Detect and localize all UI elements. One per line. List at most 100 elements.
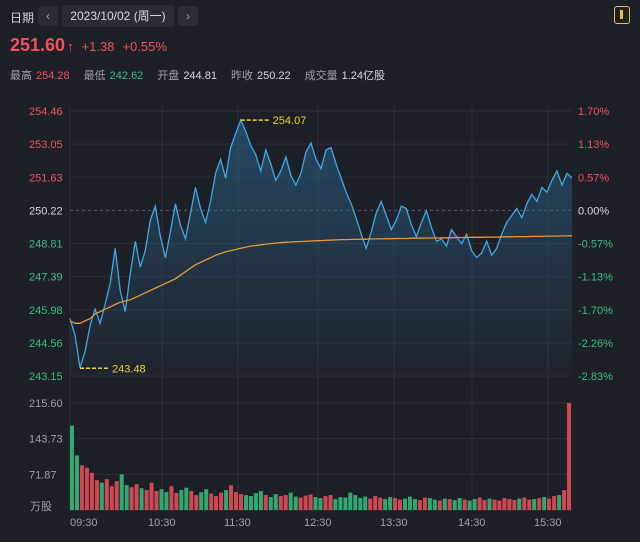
volume-bar-65 xyxy=(393,498,398,510)
x-tick-2: 11:30 xyxy=(224,517,251,529)
stat-low: 最低 242.62 xyxy=(83,70,144,82)
volume-bar-85 xyxy=(492,499,497,510)
volume-bar-74 xyxy=(437,500,442,510)
vol-tick-1: 143.73 xyxy=(29,434,63,446)
stat-high: 最高 254.28 xyxy=(10,70,70,82)
volume-bar-37 xyxy=(253,493,258,510)
low-marker-label: 243.48 xyxy=(112,363,146,375)
volume-bar-97 xyxy=(552,496,557,510)
vol-tick-0: 215.60 xyxy=(29,398,63,410)
volume-bar-51 xyxy=(323,496,328,510)
volume-bar-84 xyxy=(487,498,492,510)
x-tick-4: 13:30 xyxy=(380,517,408,529)
volume-bar-86 xyxy=(497,500,502,510)
volume-bar-6 xyxy=(99,482,104,510)
volume-bar-55 xyxy=(343,497,348,510)
y-left-tick-8: 243.15 xyxy=(29,371,63,383)
stat-prev-close: 昨收 250.22 xyxy=(230,70,291,82)
volume-bar-92 xyxy=(527,499,532,510)
y-left-tick-5: 247.39 xyxy=(29,272,63,284)
volume-bar-35 xyxy=(244,495,248,510)
top-bar: 日期 ‹ 2023/10/02 (周一) › xyxy=(0,0,640,32)
y-right-tick-1: 1.13% xyxy=(578,139,609,151)
volume-bar-13 xyxy=(134,484,139,510)
y-left-tick-0: 254.46 xyxy=(29,106,63,118)
volume-bar-100 xyxy=(567,403,571,510)
volume-bar-17 xyxy=(154,491,159,510)
volume-bar-73 xyxy=(432,499,437,510)
volume-bar-80 xyxy=(467,500,472,510)
volume-bar-59 xyxy=(363,496,368,510)
volume-bar-61 xyxy=(373,496,378,510)
y-right-tick-5: -1.13% xyxy=(578,272,613,284)
volume-bar-3 xyxy=(84,467,89,510)
volume-bar-5 xyxy=(94,480,99,510)
volume-bar-46 xyxy=(298,497,303,510)
volume-bar-79 xyxy=(462,499,467,510)
volume-bar-81 xyxy=(472,499,477,510)
x-tick-6: 15:30 xyxy=(534,517,562,529)
current-price: 251.60 xyxy=(10,35,66,55)
volume-bar-39 xyxy=(263,495,268,510)
price-line xyxy=(69,118,573,368)
volume-bar-16 xyxy=(149,482,154,510)
y-right-tick-7: -2.26% xyxy=(578,338,613,350)
volume-bar-76 xyxy=(447,499,452,510)
average-line xyxy=(69,235,573,324)
stat-volume: 成交量 1.24亿股 xyxy=(304,70,386,82)
x-tick-1: 10:30 xyxy=(148,517,176,529)
y-left-tick-3: 250.22 xyxy=(29,205,63,217)
volume-bar-48 xyxy=(308,494,313,510)
volume-bar-33 xyxy=(234,492,238,510)
volume-bar-47 xyxy=(303,495,308,510)
x-tick-5: 14:30 xyxy=(458,517,486,529)
next-date-button[interactable]: › xyxy=(178,6,198,26)
volume-bar-44 xyxy=(288,492,293,510)
volume-bar-10 xyxy=(119,474,124,510)
volume-bar-72 xyxy=(427,498,432,510)
x-tick-3: 12:30 xyxy=(304,517,332,529)
volume-bar-60 xyxy=(368,498,373,510)
y-left-tick-4: 248.81 xyxy=(29,239,63,251)
volume-bar-21 xyxy=(174,493,179,510)
volume-bar-12 xyxy=(129,487,134,510)
volume-bar-82 xyxy=(477,497,482,510)
volume-bar-89 xyxy=(512,500,517,510)
volume-bar-57 xyxy=(353,495,358,510)
y-left-tick-7: 244.56 xyxy=(29,338,63,350)
volume-bar-8 xyxy=(109,486,114,510)
volume-bar-99 xyxy=(562,490,567,510)
date-label: 日期 xyxy=(10,11,35,25)
volume-bar-70 xyxy=(417,500,422,510)
menu-icon[interactable] xyxy=(614,6,630,24)
volume-bar-38 xyxy=(258,491,263,510)
up-arrow-icon: ↑ xyxy=(67,39,74,54)
price-change: +1.38 xyxy=(81,39,115,54)
volume-bar-45 xyxy=(293,496,298,510)
volume-bar-22 xyxy=(179,490,184,510)
stat-open: 开盘 244.81 xyxy=(157,70,217,82)
y-right-tick-6: -1.70% xyxy=(578,305,613,317)
volume-bar-52 xyxy=(328,495,333,510)
y-right-tick-3: 0.00% xyxy=(578,205,609,217)
volume-bar-18 xyxy=(159,489,164,510)
volume-bar-14 xyxy=(139,488,144,510)
price-change-pct: +0.55% xyxy=(122,39,167,54)
volume-bar-11 xyxy=(124,485,129,510)
volume-bar-58 xyxy=(358,498,363,510)
vol-tick-2: 71.87 xyxy=(29,469,57,481)
date-picker[interactable]: 2023/10/02 (周一) xyxy=(62,5,174,27)
prev-date-button[interactable]: ‹ xyxy=(38,6,58,26)
chevron-right-icon: › xyxy=(186,9,190,23)
y-right-tick-4: -0.57% xyxy=(578,239,613,251)
y-right-tick-2: 0.57% xyxy=(578,172,609,184)
volume-bar-7 xyxy=(104,479,109,510)
volume-bar-41 xyxy=(273,494,278,510)
volume-bar-68 xyxy=(408,496,412,510)
volume-bar-19 xyxy=(164,492,169,510)
quote-row: 251.60 ↑ +1.38 +0.55% xyxy=(10,35,167,57)
volume-bar-2 xyxy=(79,465,84,510)
volume-bar-88 xyxy=(507,499,512,510)
volume-bar-63 xyxy=(383,499,388,510)
